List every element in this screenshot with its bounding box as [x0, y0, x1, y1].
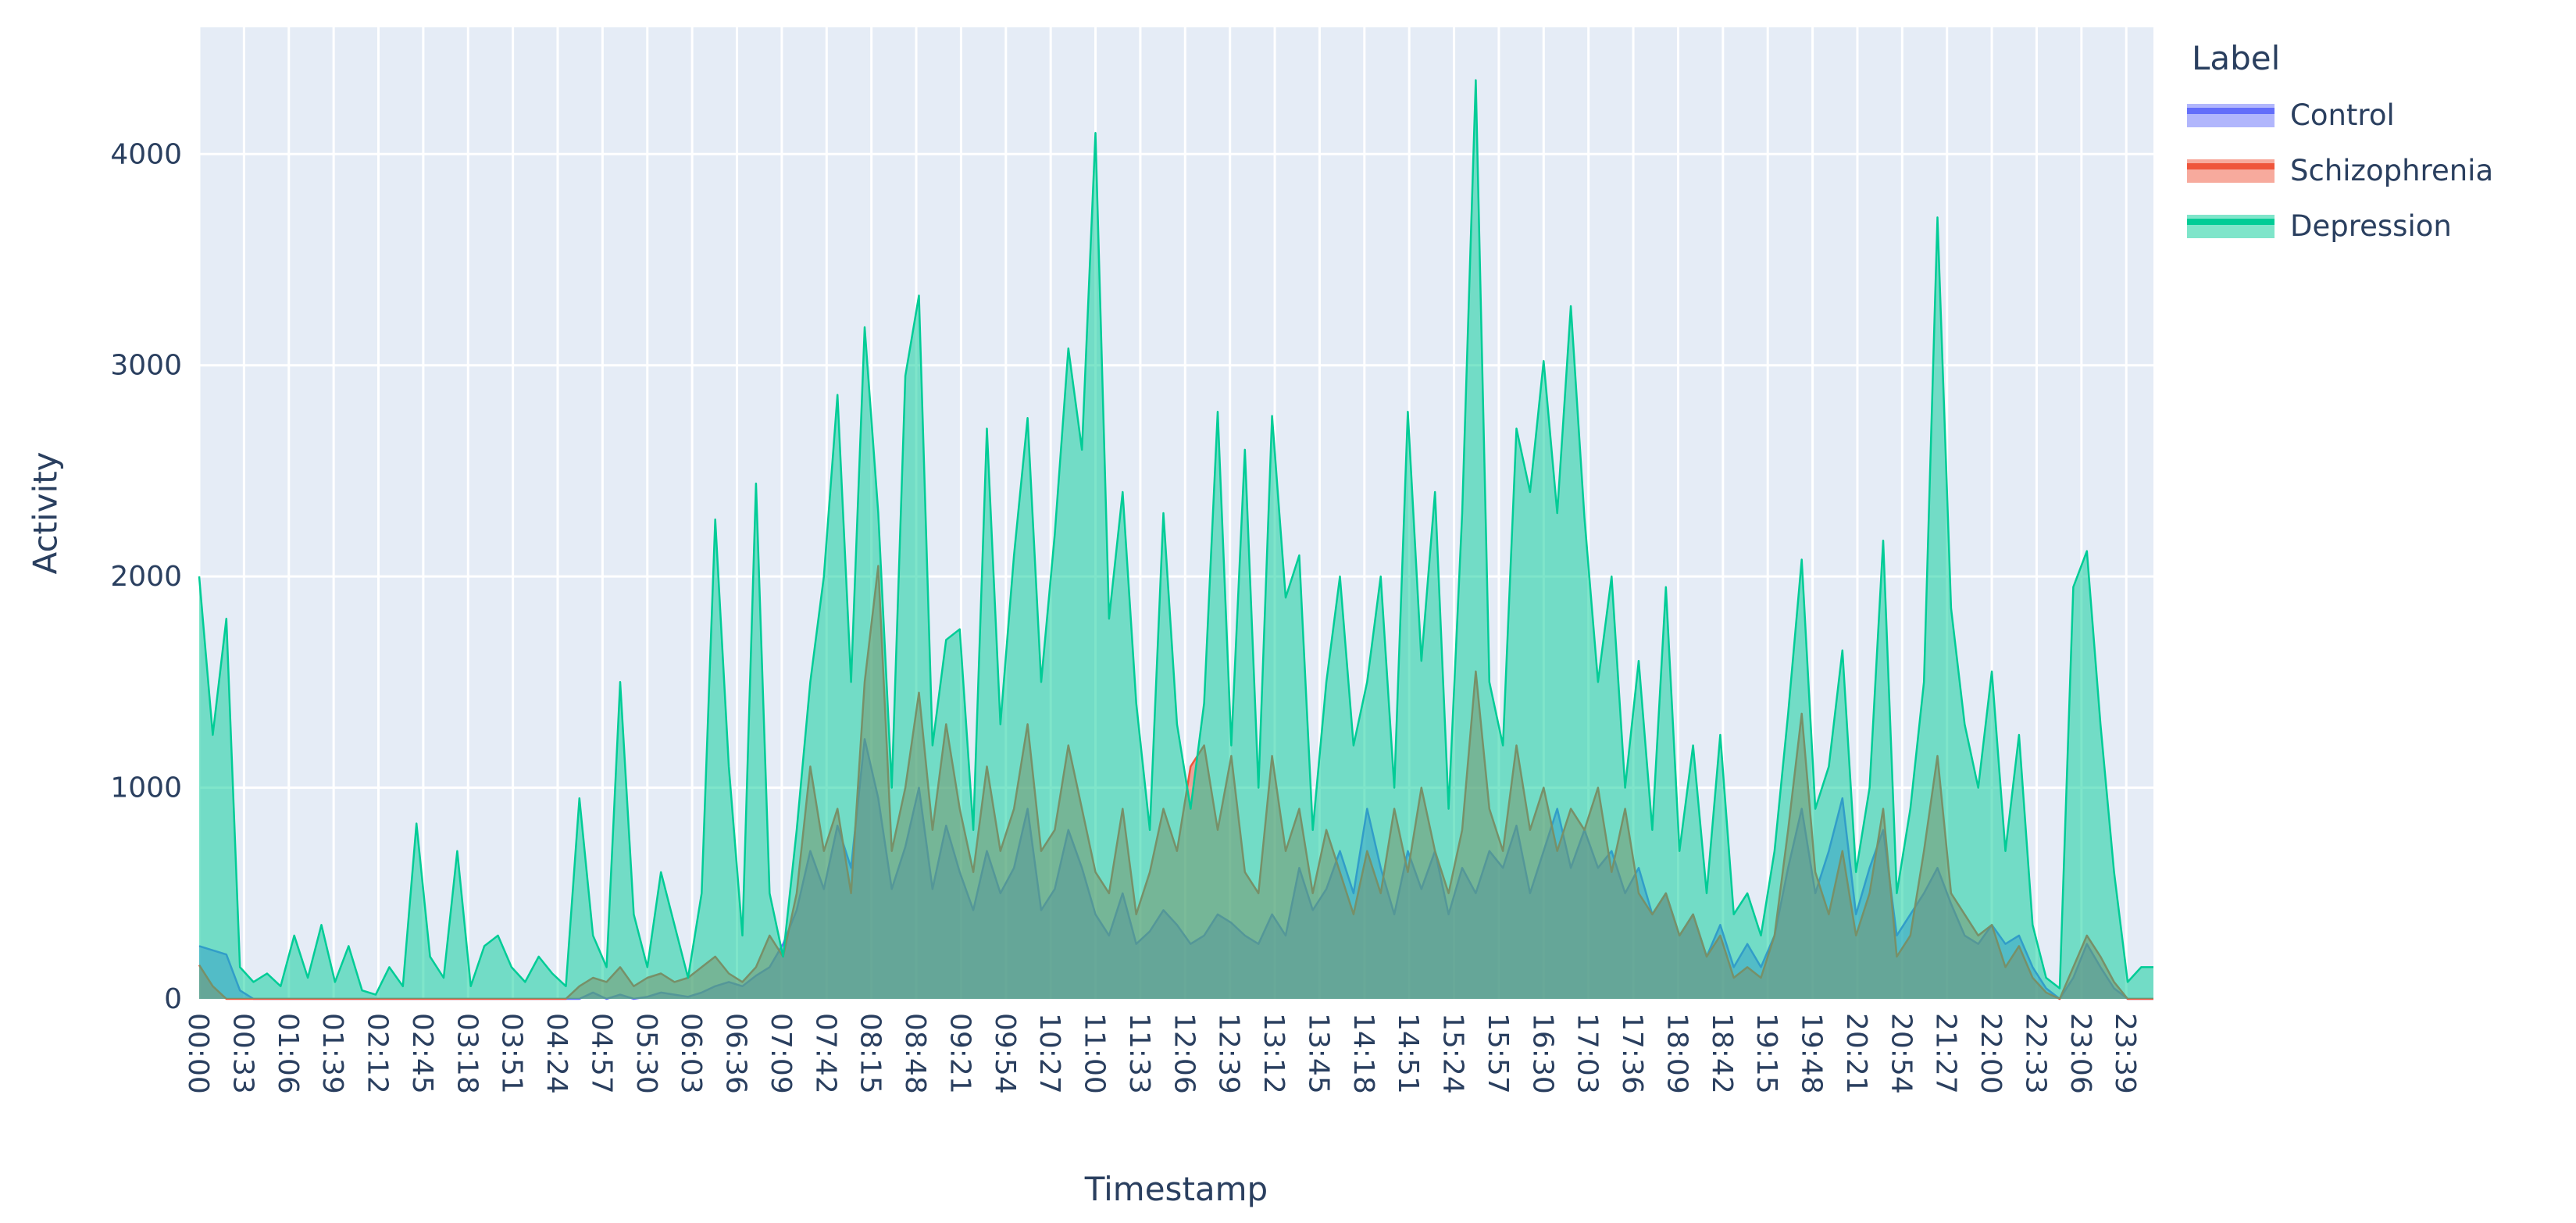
x-tick-label: 19:48	[1796, 1013, 1828, 1094]
x-tick-label: 20:21	[1840, 1013, 1872, 1094]
legend-item-control[interactable]: Control	[2187, 101, 2493, 130]
x-tick-label: 23:39	[2109, 1013, 2141, 1094]
x-tick-label: 22:00	[1975, 1013, 2007, 1094]
legend: Label Control Schizophrenia Depression	[2187, 39, 2493, 267]
x-tick-label: 02:12	[362, 1013, 394, 1094]
x-tick-label: 13:12	[1258, 1013, 1290, 1094]
legend-swatch-line	[2187, 107, 2275, 114]
x-tick-label: 11:00	[1079, 1013, 1111, 1094]
x-tick-label: 07:09	[765, 1013, 797, 1094]
x-tick-label: 14:51	[1392, 1013, 1424, 1094]
y-tick-label: 2000	[110, 561, 182, 593]
x-tick-label: 05:30	[630, 1013, 662, 1094]
legend-item-label: Depression	[2290, 209, 2452, 243]
x-tick-label: 17:36	[1616, 1013, 1648, 1094]
x-tick-label: 07:42	[809, 1013, 841, 1094]
x-tick-label: 15:57	[1482, 1013, 1514, 1094]
legend-item-depression[interactable]: Depression	[2187, 212, 2493, 241]
y-tick-label: 3000	[110, 350, 182, 382]
x-tick-label: 23:06	[2064, 1013, 2096, 1094]
x-tick-label: 06:36	[720, 1013, 752, 1094]
x-tick-label: 20:54	[1885, 1013, 1917, 1094]
x-tick-label: 19:15	[1750, 1013, 1782, 1094]
x-tick-label: 15:24	[1437, 1013, 1469, 1094]
x-tick-label: 13:45	[1302, 1013, 1334, 1094]
x-tick-label: 03:18	[451, 1013, 483, 1094]
y-tick-label: 1000	[110, 772, 182, 804]
x-tick-label: 00:33	[227, 1013, 259, 1094]
x-tick-label: 22:33	[2019, 1013, 2051, 1094]
legend-swatch-line	[2187, 162, 2275, 169]
x-tick-label: 16:30	[1526, 1013, 1558, 1094]
x-tick-label: 01:06	[272, 1013, 304, 1094]
area-fill-depression	[199, 80, 2153, 1000]
legend-swatch-icon	[2187, 103, 2275, 127]
legend-item-label: Schizophrenia	[2290, 154, 2494, 187]
x-tick-label: 06:03	[675, 1013, 707, 1094]
x-tick-label: 04:24	[541, 1013, 573, 1094]
x-tick-label: 18:42	[1706, 1013, 1738, 1094]
legend-item-schizophrenia[interactable]: Schizophrenia	[2187, 156, 2493, 185]
y-tick-labels: 0 1000 2000 3000 4000	[110, 138, 182, 1015]
x-tick-label: 17:03	[1572, 1013, 1604, 1094]
x-tick-label: 08:48	[899, 1013, 931, 1094]
x-tick-label: 18:09	[1661, 1013, 1693, 1094]
series-depression	[198, 79, 2153, 1000]
legend-items: Control Schizophrenia Depression	[2187, 101, 2493, 241]
legend-swatch-icon	[2187, 214, 2275, 238]
x-tick-label: 21:27	[1930, 1013, 1962, 1094]
y-axis-title: Activity	[26, 451, 65, 575]
legend-swatch-icon	[2187, 159, 2275, 183]
legend-item-label: Control	[2290, 98, 2395, 132]
x-tick-label: 08:15	[855, 1013, 887, 1094]
x-tick-label: 09:54	[989, 1013, 1021, 1094]
x-tick-label: 10:27	[1033, 1013, 1065, 1094]
x-tick-label: 01:39	[316, 1013, 348, 1094]
x-tick-labels: 00:00 00:33 01:06 01:39 02:12 02:45 03:18 03:51…	[182, 1013, 2141, 1094]
x-tick-label: 04:57	[585, 1013, 617, 1094]
x-tick-label: 14:18	[1347, 1013, 1379, 1094]
x-tick-label: 11:33	[1123, 1013, 1155, 1094]
x-tick-label: 03:51	[496, 1013, 528, 1094]
area-line-depression	[198, 79, 2153, 996]
x-tick-label: 02:45	[406, 1013, 438, 1094]
x-axis-title: Timestamp	[1084, 1170, 1268, 1208]
x-tick-label: 12:06	[1168, 1013, 1200, 1094]
x-tick-label: 09:21	[944, 1013, 976, 1094]
y-tick-label: 4000	[110, 138, 182, 170]
x-tick-label: 12:39	[1213, 1013, 1245, 1094]
x-tick-label: 00:00	[182, 1013, 214, 1094]
y-tick-label: 0	[164, 983, 182, 1015]
legend-title: Label	[2192, 39, 2281, 77]
legend-swatch-line	[2187, 218, 2275, 225]
